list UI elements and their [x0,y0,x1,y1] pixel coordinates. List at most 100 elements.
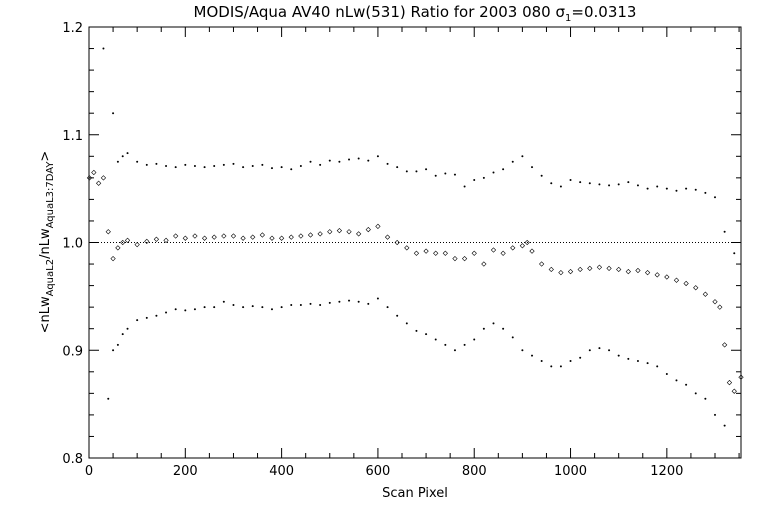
mean-profile-point [356,231,362,237]
upper-band-point [251,164,254,167]
y-axis-label-subscript: AquaL3:7DAY [45,161,56,229]
lower-band-point [222,300,225,303]
lower-band-point [270,308,273,311]
x-axis-ticks: 0 200 400 600 800 1000 1200 [85,27,740,479]
upper-band-point [396,166,399,169]
mean-profile-point [548,266,554,273]
lower-band-point [309,302,312,305]
mean-profile-point [317,231,323,237]
mean-profile-point [211,234,217,240]
lower-band-point [184,309,187,312]
mean-profile-point [524,239,530,246]
lower-band-point [540,360,543,363]
upper-band-point [723,230,726,233]
mean-profile-point [100,175,107,181]
y-tick-label: 1.2 [62,21,83,36]
chart-title: MODIS/Aqua AV40 nLw(531) Ratio for 2003 … [194,3,637,24]
lower-band-point [405,322,408,325]
mean-profile-point [115,245,121,251]
mean-profile-point [307,232,314,238]
upper-band-point [733,252,736,255]
upper-band-point [704,191,707,194]
mean-profile-point [365,226,371,233]
mean-profile-point [91,169,97,176]
upper-band-point [444,172,447,175]
upper-band-point [434,174,437,177]
lower-band-point [319,303,322,306]
mean-profile-point [182,235,188,241]
lower-band-point [704,397,707,400]
mean-profile-point [606,265,612,271]
lower-band-point [723,424,726,427]
upper-band-point [453,173,456,176]
upper-band-point [193,164,196,167]
upper-band-point [174,166,177,169]
lower-band-point [145,316,148,319]
series-mean-profile [86,169,744,394]
lower-band-point [338,300,341,303]
lower-band-point [174,308,177,311]
mean-profile-point [731,388,737,394]
upper-band-point [521,155,524,158]
mean-profile-point [250,234,256,240]
chart-title-sigma-sub: 1 [565,13,571,24]
mean-profile-point [221,233,227,239]
lower-band-point [608,349,611,352]
upper-band-point [425,168,428,171]
upper-band-point [116,160,119,163]
lower-band-point [367,302,370,305]
lower-band-point [348,299,351,302]
mean-profile-point [519,243,526,249]
upper-band-point [213,164,216,167]
mean-profile-point [471,250,477,256]
lower-band-point [550,365,553,368]
upper-band-point [415,170,418,173]
x-axis-label: Scan Pixel [382,486,448,501]
lower-band-point [357,300,360,303]
y-tick-label: 0.9 [62,344,83,359]
upper-band-point [646,187,649,190]
mean-profile-point [327,229,333,235]
upper-band-point [405,170,408,173]
upper-band-point [165,164,168,167]
lower-band-point [665,372,668,375]
lower-band-point [434,338,437,341]
upper-band-point [559,185,562,188]
lower-band-point [713,413,716,416]
mean-profile-point [539,261,545,267]
mean-profile-point [529,248,535,254]
mean-profile-point [683,280,689,287]
lower-band-point [521,349,524,352]
upper-band-point [656,185,659,188]
upper-band-point [102,47,105,50]
mean-profile-point [201,235,208,241]
x-tick-label: 0 [85,464,93,479]
mean-profile-point [452,256,458,262]
y-axis-label-part: <nLw [38,296,53,333]
lower-band-point [569,360,572,363]
y-tick-label: 0.8 [62,452,83,467]
lower-band-point [116,343,119,346]
mean-profile-point [269,235,275,241]
mean-profile-point [625,268,631,275]
mean-profile-point [394,239,400,246]
mean-profile-point [86,175,93,181]
lower-band-point [511,336,514,339]
lower-band-point [203,306,206,309]
mean-profile-point [163,237,169,243]
mean-profile-point [654,272,660,278]
upper-band-point [608,184,611,187]
upper-band-point [357,157,360,160]
mean-profile-point [693,285,699,291]
mean-profile-point [230,233,237,239]
lower-band-point [694,392,697,395]
mean-profile-point [712,299,718,305]
upper-band-point [376,155,379,158]
mean-profile-point [124,237,131,243]
lower-band-point [242,306,245,309]
lower-band-point [165,311,168,314]
upper-band-point [685,187,688,190]
mean-profile-point [110,256,116,262]
y-axis-label-part: /nLw [38,228,53,259]
